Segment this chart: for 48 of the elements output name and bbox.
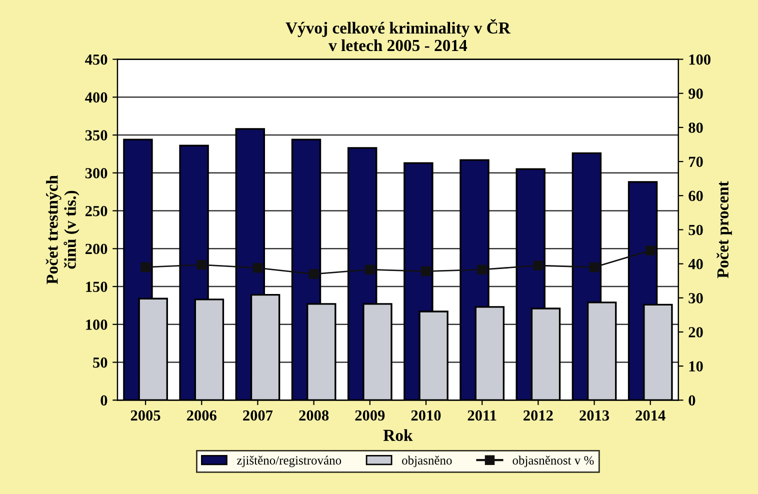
point — [252, 263, 263, 273]
point — [196, 260, 206, 270]
legend-label: zjištěno/registrováno — [237, 456, 342, 468]
y2-tick-label: 30 — [688, 293, 703, 304]
x-tick-label: 2009 — [355, 410, 385, 421]
y2-tick-label: 60 — [688, 190, 703, 202]
y2-tick-label: 40 — [688, 258, 703, 270]
chart-title: Vývoj celkové kriminality v ČR v letech 2005 - 2014 — [286, 19, 511, 52]
point — [646, 246, 656, 256]
x-tick-label: 2013 — [580, 410, 610, 421]
x-tick-label: 2005 — [130, 410, 160, 421]
y2-tick-label: 80 — [688, 122, 703, 133]
y-tick-label: 200 — [85, 244, 108, 254]
x-tick-label: 2011 — [468, 410, 496, 421]
y2-tick-label: 70 — [689, 156, 703, 167]
y2-tick-label: 0 — [688, 395, 696, 406]
y2-tick-label: 90 — [688, 88, 703, 99]
y-axis-title: Počet trestných činů (v tis.) — [46, 175, 80, 284]
x-tick-label: 2006 — [186, 410, 216, 421]
y-tick-label: 350 — [85, 130, 108, 140]
y-tick-label: 50 — [93, 357, 108, 368]
point — [589, 262, 600, 272]
x-tick-label: 2014 — [636, 410, 666, 421]
y2-tick-label: 10 — [689, 361, 703, 372]
x-tick-label: 2007 — [243, 410, 273, 421]
point — [421, 266, 431, 276]
x-tick-label: 2010 — [411, 410, 441, 421]
y2-axis-title: Počet procent — [716, 181, 732, 278]
y-tick-label: 400 — [85, 92, 108, 103]
y-tick-label: 150 — [86, 282, 108, 292]
y2-tick-label: 100 — [689, 54, 710, 65]
point — [365, 264, 375, 274]
y2-tick-label: 20 — [688, 327, 703, 338]
point — [308, 269, 319, 279]
y2-tick-label: 50 — [688, 224, 703, 236]
y-tick-label: 0 — [100, 395, 108, 406]
y-tick-label: 450 — [85, 54, 108, 65]
y-tick-label: 250 — [85, 206, 108, 216]
point — [533, 260, 544, 270]
y-tick-label: 100 — [86, 320, 108, 330]
legend-label: objasněnost v % — [512, 456, 594, 468]
x-axis-title: Rok — [383, 429, 413, 441]
legend-label: objasněno — [402, 456, 452, 468]
x-tick-label: 2012 — [524, 410, 553, 421]
x-tick-label: 2008 — [299, 410, 329, 421]
point — [140, 262, 150, 272]
y-tick-label: 300 — [85, 168, 108, 178]
point — [477, 264, 487, 274]
